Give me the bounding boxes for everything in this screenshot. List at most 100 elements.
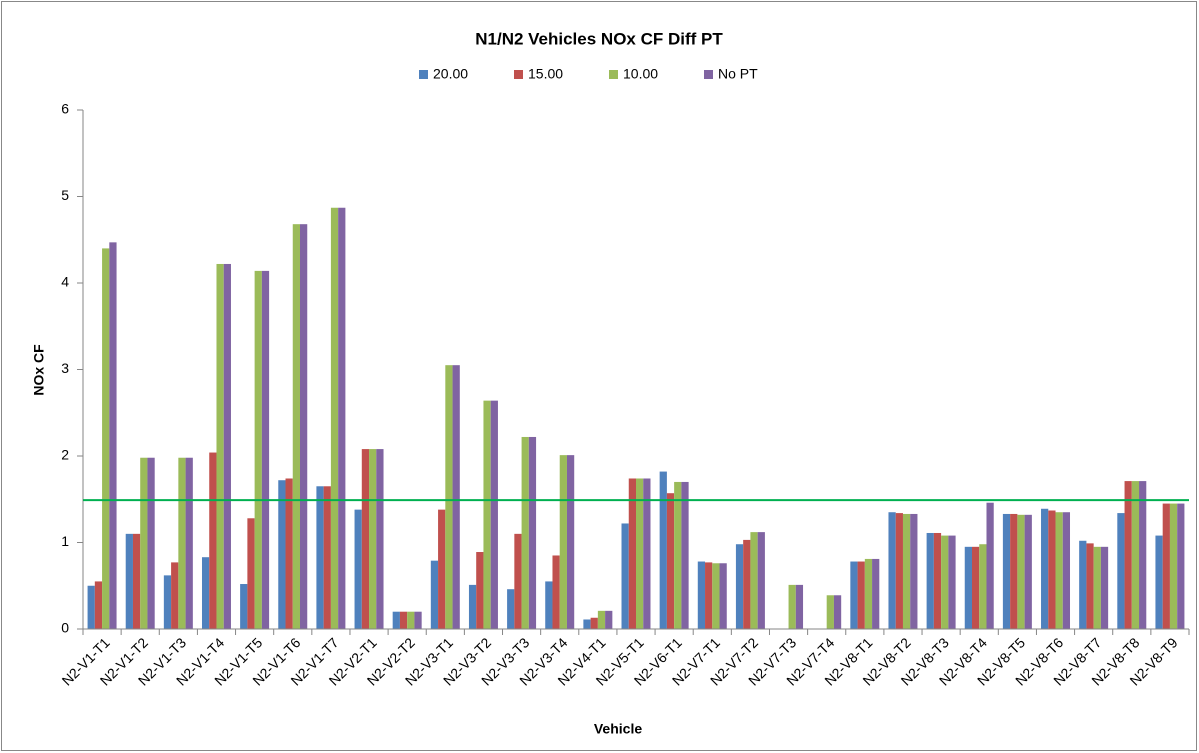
bar <box>1139 481 1147 629</box>
bar <box>94 581 103 629</box>
bar <box>933 532 942 629</box>
legend-label: 15.00 <box>528 66 563 82</box>
bar <box>376 449 384 629</box>
bar <box>223 263 231 629</box>
bar <box>697 561 706 629</box>
bar <box>140 457 148 629</box>
bar <box>864 558 873 629</box>
bar <box>507 589 515 629</box>
bar <box>628 478 636 629</box>
bar <box>1093 546 1101 629</box>
bar <box>483 400 491 629</box>
bar <box>712 563 720 629</box>
legend-swatch <box>514 70 523 79</box>
bar <box>1041 508 1049 629</box>
bar <box>926 532 934 629</box>
bar <box>369 449 377 629</box>
bar <box>566 455 575 629</box>
bar <box>1131 481 1140 629</box>
bar <box>590 617 598 629</box>
bar <box>1155 535 1163 629</box>
bar <box>705 562 713 629</box>
x-axis-title: Vehicle <box>594 721 642 737</box>
y-tick-label: 3 <box>61 360 69 376</box>
legend-swatch <box>419 70 428 79</box>
bar <box>178 457 186 629</box>
bar <box>986 502 994 629</box>
bar <box>979 544 987 629</box>
bar <box>240 584 248 629</box>
bar <box>1162 503 1170 629</box>
bar <box>102 248 110 629</box>
bar <box>850 561 858 629</box>
bar <box>735 544 744 629</box>
bar <box>209 452 217 629</box>
bar <box>1117 513 1125 629</box>
bar <box>750 532 758 629</box>
bar <box>109 242 117 629</box>
bar <box>621 523 629 629</box>
bar <box>521 436 529 629</box>
bar <box>490 400 498 629</box>
bar <box>1079 540 1087 629</box>
bar <box>757 532 765 629</box>
y-axis-title: NOx CF <box>31 344 47 396</box>
y-tick-label: 2 <box>61 447 69 463</box>
bar <box>941 535 949 629</box>
bar <box>1124 481 1132 629</box>
bar <box>1048 510 1056 629</box>
bar <box>1002 513 1011 629</box>
bar <box>414 611 422 629</box>
bar <box>948 535 956 629</box>
bar <box>666 493 675 629</box>
legend-label: No PT <box>718 66 758 82</box>
bar <box>552 555 560 629</box>
bar <box>1086 543 1094 629</box>
bar <box>338 207 346 629</box>
bar <box>583 619 591 629</box>
bar <box>278 480 286 629</box>
bar <box>1062 512 1071 629</box>
bar <box>163 575 172 629</box>
y-tick-label: 4 <box>61 274 69 290</box>
bar <box>597 610 606 629</box>
bar <box>681 481 689 629</box>
bar <box>636 478 644 629</box>
bar <box>452 365 460 629</box>
bar <box>254 270 262 629</box>
bar <box>316 486 324 629</box>
bar <box>247 518 255 629</box>
bar <box>1010 513 1018 629</box>
bar <box>1177 503 1185 629</box>
bar <box>361 449 370 629</box>
bar <box>399 611 408 629</box>
bar <box>171 562 179 629</box>
bar <box>545 581 553 629</box>
bar <box>468 584 477 629</box>
bar <box>659 471 667 629</box>
bar <box>407 611 415 629</box>
bar <box>330 207 339 629</box>
bar <box>1169 503 1178 629</box>
bar <box>826 595 834 629</box>
bar <box>719 563 727 629</box>
bar <box>132 533 141 629</box>
bar <box>300 224 308 629</box>
bar <box>87 585 95 629</box>
bar <box>795 584 804 629</box>
y-tick-label: 0 <box>61 620 69 636</box>
bar <box>125 533 133 629</box>
bar <box>216 263 224 629</box>
bar <box>1055 512 1063 629</box>
bar <box>438 509 446 629</box>
bar <box>788 584 796 629</box>
bar <box>285 478 293 629</box>
bar <box>261 270 270 629</box>
bar <box>833 595 842 629</box>
bar <box>185 457 193 629</box>
legend-label: 10.00 <box>623 66 658 82</box>
bar <box>430 560 439 629</box>
bar <box>674 481 682 629</box>
bar <box>323 486 331 629</box>
